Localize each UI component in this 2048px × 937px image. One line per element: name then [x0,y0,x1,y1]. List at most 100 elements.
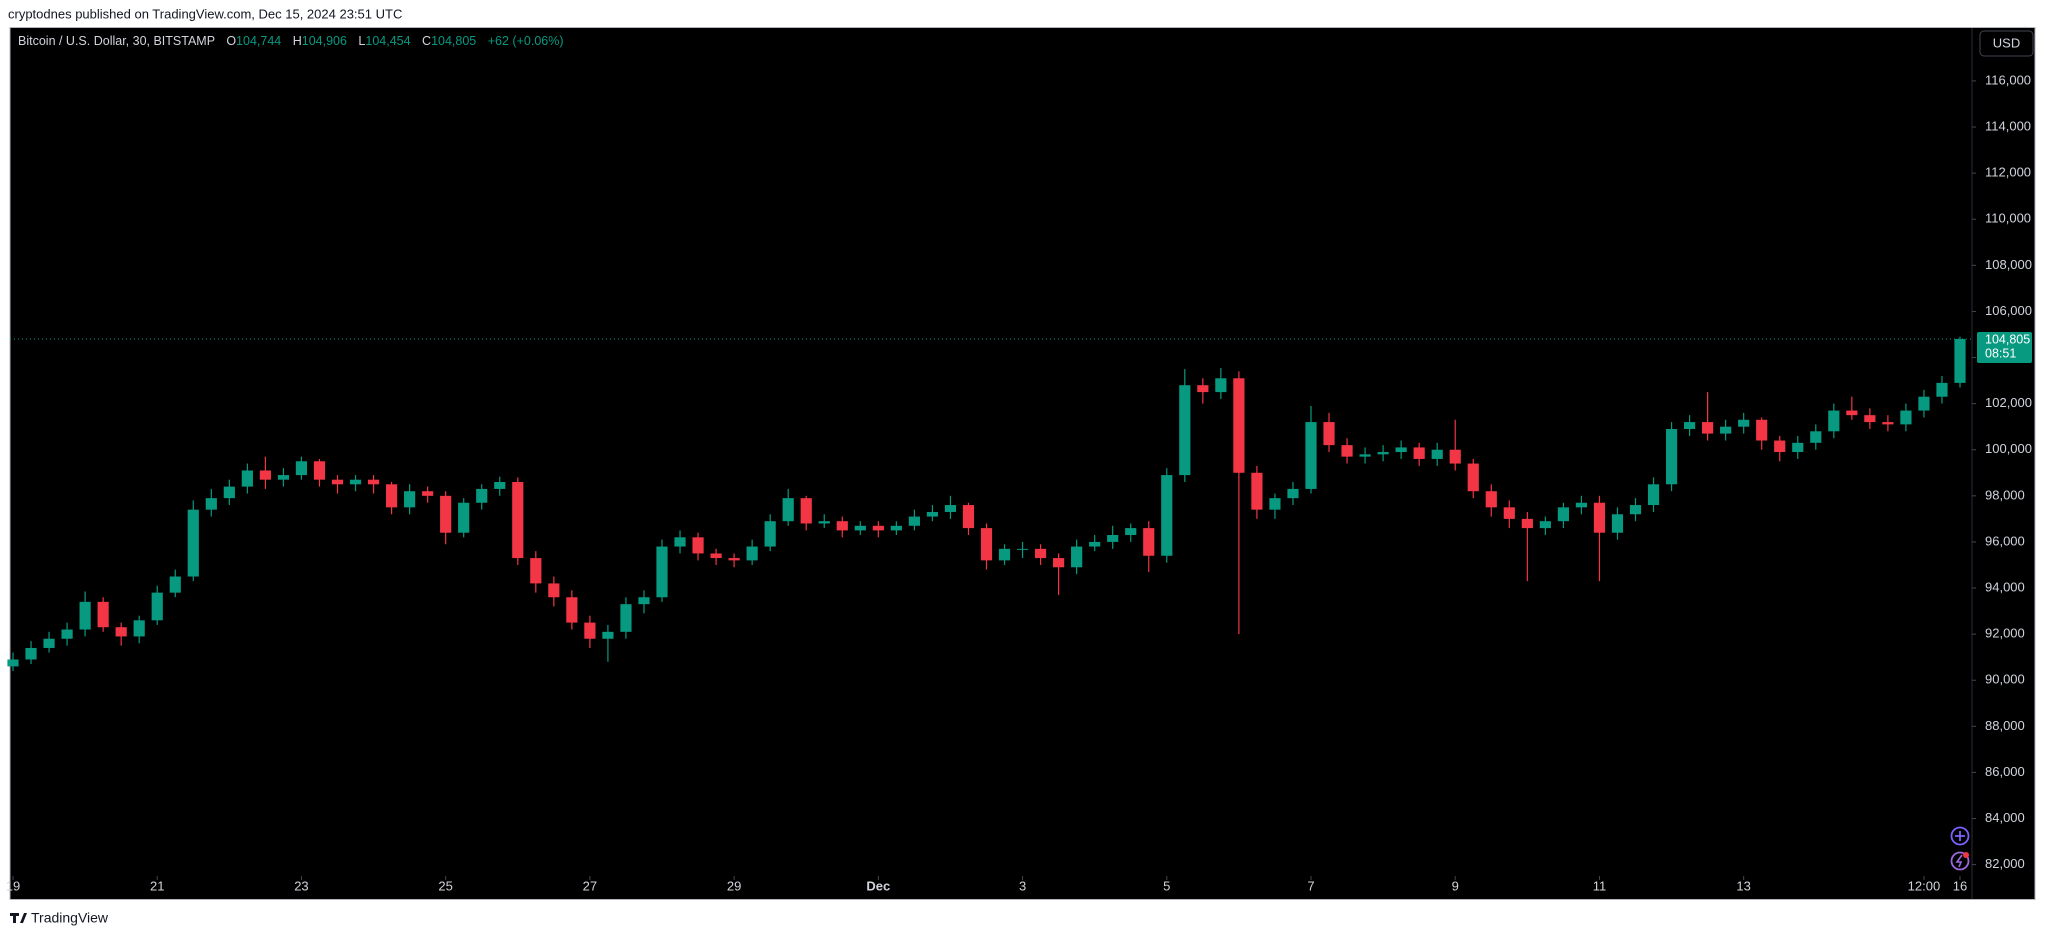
y-tick-label: 116,000 [1985,72,2031,87]
y-tick-label: 84,000 [1985,810,2025,825]
candle-body [926,511,939,517]
y-tick-label: 94,000 [1985,579,2025,594]
candle-body [1503,507,1515,519]
candle-body [1143,528,1155,556]
x-tick-label: 3 [1019,878,1026,893]
candle-body [1936,382,1948,397]
candle-body [1053,558,1065,568]
candle-body [476,488,488,503]
currency-button[interactable]: USD [1979,30,2034,57]
candle-body [1774,440,1786,453]
candle-body [349,479,362,485]
candle-body [277,475,290,480]
x-tick-label: 12:00 [1908,878,1941,893]
currency-label[interactable]: USD [1993,35,2020,50]
y-tick-label: 110,000 [1985,211,2031,226]
candle-body [782,498,794,522]
candle-body [1918,396,1930,411]
candle-body [295,461,308,476]
add-icon[interactable] [1950,826,1970,846]
candle-body [800,498,812,524]
symbol-legend: Bitcoin / U.S. Dollar, 30, BITSTAMP O104… [18,34,564,48]
candle-body [1089,541,1101,547]
candle-body [638,597,650,605]
logo-mark[interactable] [10,913,27,923]
candle-body [1287,488,1299,499]
x-tick-label: 5 [1163,878,1170,893]
x-tick-label: 23 [294,878,308,893]
y-tick-label: 108,000 [1985,257,2032,272]
ohlc-key: O [226,34,236,48]
y-tick-label: 86,000 [1985,764,2025,779]
ohlc-value: 104,744 [236,34,281,48]
candle-body [980,528,993,561]
y-tick-label: 114,000 [1985,118,2031,133]
ohlc-value: 104,454 [365,34,410,48]
candle-body [602,631,614,639]
candle-body [404,491,416,508]
candle-body [1557,507,1569,522]
y-tick-label: 96,000 [1985,533,2025,548]
candle-body [79,601,91,630]
candle-body [1702,422,1714,434]
candle-body [1125,528,1137,536]
x-tick-label: 13 [1736,878,1750,893]
candle-body [169,576,181,593]
candle-body [1359,454,1371,457]
candle-body [331,479,344,485]
alert-dot [1963,852,1969,858]
candle-body [1107,535,1119,542]
candle-body [944,505,957,512]
candle-body [836,521,848,531]
candle-body [512,482,524,559]
candle-body [1593,502,1606,533]
candle-body [43,638,55,648]
candle-body [1864,415,1876,423]
plot-layer: 82,000 84,000 86,000 88,000 90,000 92,000 94,0… [6,72,2032,893]
candle-body [1395,447,1407,453]
candle-body [1197,385,1209,393]
bar-countdown: 08:51 [1985,346,2016,360]
candle-body [97,601,109,628]
candle-body [1611,514,1624,533]
candle-body [1900,410,1912,425]
add-icon-glyph [1955,831,1965,841]
candle-body [187,509,199,577]
y-tick-label: 112,000 [1985,165,2031,180]
y-tick-label: 92,000 [1985,626,2025,641]
y-tick-label: 100,000 [1985,441,2032,456]
candle-body [205,498,217,510]
candle-body [1647,484,1660,506]
candle-body [1756,419,1768,441]
candle-body [620,604,632,632]
footer-logo[interactable]: TradingView [10,910,109,926]
candle-body [818,521,830,524]
ohlc-value: 104,805 [431,34,476,48]
candle-body [566,597,578,623]
candle-body [656,546,668,598]
candle-body [998,548,1011,561]
candle-body [1341,445,1353,457]
chart-icons[interactable] [1950,826,1970,871]
candle-body [440,495,452,533]
candle-body [872,525,884,531]
candle-body [728,558,740,561]
candle-body [25,647,37,660]
footer-brand[interactable]: TradingView [31,910,109,926]
y-tick-label: 98,000 [1985,487,2025,502]
y-tick-label: 106,000 [1985,303,2032,318]
x-tick-label: 16 [1953,878,1967,893]
candle-body [259,470,271,480]
candle-body [1016,548,1029,550]
candle-body [1179,385,1191,476]
candle-body [1305,422,1317,489]
candle-body [494,482,506,489]
x-tick-label: 25 [438,878,452,893]
candle-body [530,558,542,584]
currency-button-frame[interactable] [1979,30,2034,57]
candle-body [746,546,758,561]
change: +62 (+0.06%) [488,34,564,48]
alert-icon[interactable] [1950,851,1970,871]
